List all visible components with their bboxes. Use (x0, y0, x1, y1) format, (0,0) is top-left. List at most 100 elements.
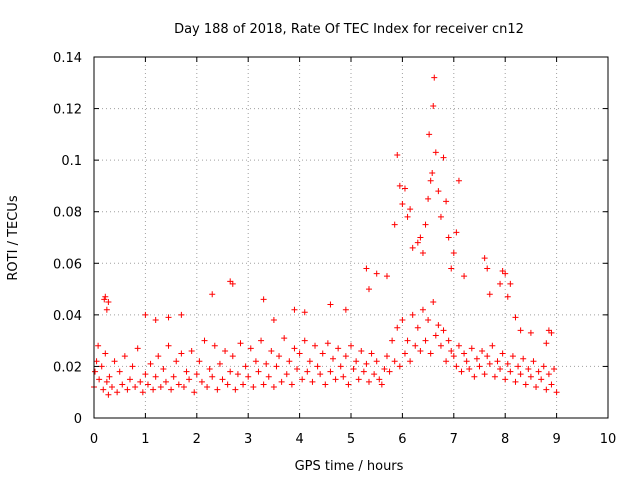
data-point (103, 378, 110, 385)
x-tick-label: 7 (450, 432, 458, 447)
data-point (497, 366, 504, 373)
data-point (95, 342, 102, 349)
data-point (276, 353, 283, 360)
data-point (401, 185, 408, 192)
data-point (545, 327, 552, 334)
data-point (224, 381, 231, 388)
data-point (144, 381, 151, 388)
data-point (417, 347, 424, 354)
data-point (512, 314, 519, 321)
data-point (368, 350, 375, 357)
data-point (479, 347, 486, 354)
data-point (445, 234, 452, 241)
data-point (507, 280, 514, 287)
data-point (229, 353, 236, 360)
data-point (440, 327, 447, 334)
data-point (486, 360, 493, 367)
data-point (432, 332, 439, 339)
data-point (111, 358, 118, 365)
data-point (404, 213, 411, 220)
data-point (301, 337, 308, 344)
data-point (132, 384, 139, 391)
data-point (450, 249, 457, 256)
data-point (422, 221, 429, 228)
data-point (96, 376, 103, 383)
data-point (476, 363, 483, 370)
data-point (443, 358, 450, 365)
data-point (157, 384, 164, 391)
data-point (152, 373, 159, 380)
x-tick-label: 9 (552, 432, 560, 447)
data-point (425, 195, 432, 202)
data-point (527, 329, 534, 336)
data-point (414, 239, 421, 246)
data-point (105, 391, 112, 398)
data-point (419, 306, 426, 313)
data-point (520, 355, 527, 362)
data-point (150, 386, 157, 393)
data-point (137, 378, 144, 385)
data-point (98, 363, 105, 370)
data-point (396, 363, 403, 370)
data-point (455, 177, 462, 184)
data-point (461, 350, 468, 357)
x-tick-label: 10 (600, 432, 617, 447)
data-point (443, 198, 450, 205)
data-point (188, 347, 195, 354)
data-point (522, 381, 529, 388)
data-point (286, 358, 293, 365)
data-point (494, 358, 501, 365)
data-point (209, 291, 216, 298)
data-point (270, 317, 277, 324)
data-point (183, 368, 190, 375)
x-tick-label: 6 (398, 432, 406, 447)
data-point (178, 350, 185, 357)
data-point (121, 353, 128, 360)
data-point (291, 306, 298, 313)
data-point (196, 358, 203, 365)
data-point (396, 182, 403, 189)
data-point (234, 371, 241, 378)
grid (94, 57, 608, 418)
data-point (407, 358, 414, 365)
data-point (463, 358, 470, 365)
y-tick-label: 0.02 (53, 360, 82, 375)
data-point (525, 366, 532, 373)
data-point (170, 373, 177, 380)
data-point (502, 270, 509, 277)
data-point (427, 350, 434, 357)
data-point (394, 151, 401, 158)
data-point (409, 311, 416, 318)
data-point (296, 350, 303, 357)
data-point (425, 317, 432, 324)
data-point (453, 229, 460, 236)
data-point (512, 378, 519, 385)
data-point (186, 376, 193, 383)
data-point (429, 170, 436, 177)
y-tick-label: 0.04 (53, 309, 82, 324)
data-point (93, 358, 100, 365)
data-point (340, 373, 347, 380)
data-point (445, 337, 452, 344)
data-point (348, 342, 354, 349)
data-point (332, 376, 339, 383)
data-point (530, 358, 537, 365)
data-point (412, 342, 419, 349)
x-axis-title: GPS time / hours (295, 459, 404, 474)
y-tick-labels: 0 0.02 0.04 0.06 0.08 0.1 0.12 0.14 (53, 51, 82, 427)
data-point (365, 378, 372, 385)
data-point (281, 335, 288, 342)
data-point (422, 337, 429, 344)
data-point (252, 358, 259, 365)
data-point (401, 350, 408, 357)
data-point (481, 371, 488, 378)
data-point (245, 373, 252, 380)
data-point (152, 317, 159, 324)
data-point (114, 389, 121, 396)
data-point (168, 386, 175, 393)
x-tick-label: 8 (501, 432, 509, 447)
data-point (301, 309, 308, 316)
data-point (291, 345, 298, 352)
data-point (204, 384, 211, 391)
